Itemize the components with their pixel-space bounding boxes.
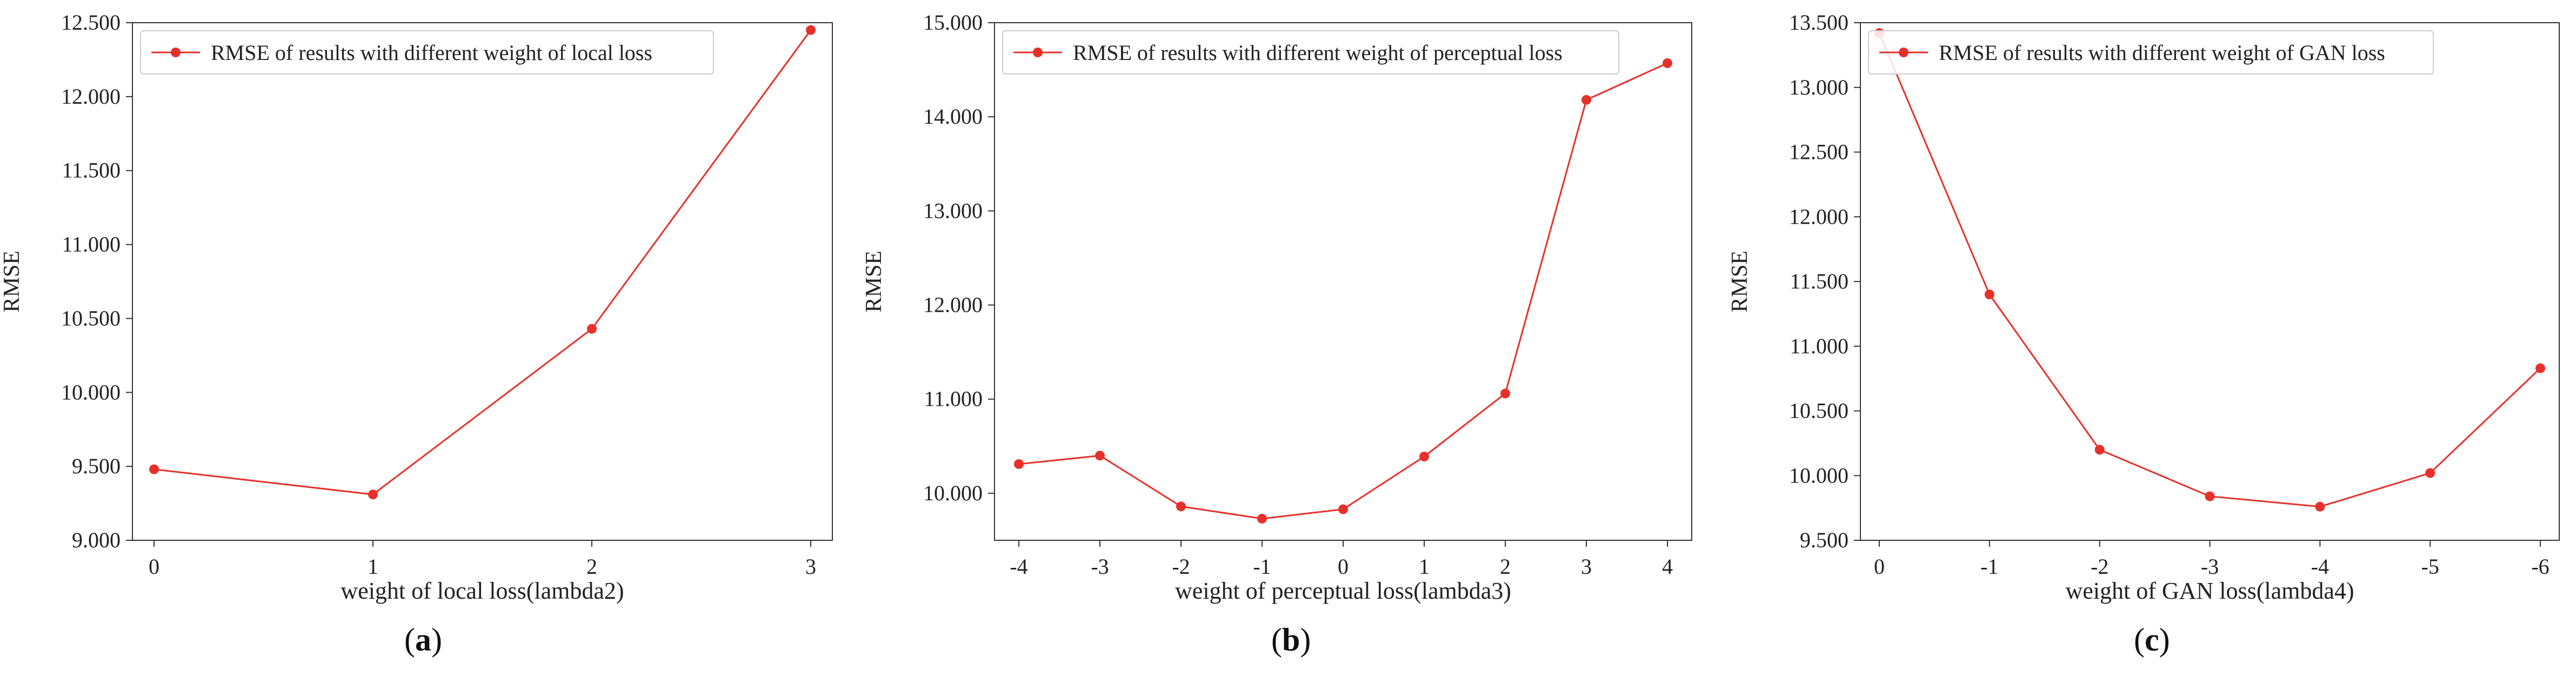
- chart-c: 9.500 10.000 10.500 11.000 11.500 12.000 12.50…: [1727, 10, 2560, 604]
- x-tick-label: 0: [1874, 554, 1885, 579]
- y-tick-label: 10.000: [923, 481, 983, 505]
- y-axis-label: RMSE: [0, 251, 24, 312]
- data-point: [1500, 388, 1510, 399]
- y-tick-label: 9.000: [72, 528, 121, 552]
- data-point: [806, 25, 816, 35]
- y-tick-label: 11.000: [924, 387, 983, 411]
- data-point: [1257, 513, 1267, 524]
- legend-box: [1868, 30, 2434, 75]
- y-tick-label: 12.000: [61, 84, 121, 109]
- x-axis-label: weight of GAN loss(lambda4): [2065, 578, 2354, 604]
- data-point: [1176, 501, 1186, 512]
- y-tick-label: 11.500: [62, 158, 121, 183]
- chart-b: 10.000 11.000 12.000 13.000 14.000 15.000 -4 -3…: [862, 10, 1692, 604]
- legend-label: RMSE of results with different weight of…: [1939, 41, 2385, 65]
- x-tick-label: 1: [1419, 554, 1430, 579]
- y-tick-label: 15.000: [923, 10, 983, 35]
- x-tick-label: -3: [1091, 554, 1109, 579]
- x-tick-label: 3: [805, 554, 816, 579]
- y-tick-label: 12.000: [923, 293, 983, 317]
- y-tick-label: 9.500: [72, 454, 121, 478]
- y-tick-label: 11.000: [62, 232, 121, 257]
- legend-box: [140, 30, 714, 75]
- x-axis-label: weight of perceptual loss(lambda3): [1175, 578, 1511, 604]
- data-point: [2315, 501, 2325, 512]
- x-tick-label: 3: [1581, 554, 1592, 579]
- x-tick-label: -4: [2311, 554, 2329, 579]
- y-tick-label: 12.500: [1789, 140, 1848, 164]
- legend-marker: [171, 48, 181, 57]
- x-tick-label: -5: [2421, 554, 2439, 579]
- x-tick-label: -4: [1010, 554, 1027, 579]
- legend-marker: [1899, 48, 1908, 57]
- y-tick-label: 10.500: [1789, 399, 1848, 423]
- x-tick-label: -6: [2531, 554, 2549, 579]
- y-tick-label: 13.000: [1789, 75, 1848, 99]
- data-point: [1984, 289, 1994, 299]
- x-tick-label: -1: [1253, 554, 1271, 579]
- panel-label-c: (c): [2134, 622, 2170, 658]
- y-tick-label: 14.000: [923, 104, 983, 129]
- y-tick-label: 10.000: [1789, 463, 1848, 487]
- y-tick-label: 12.000: [1789, 204, 1848, 229]
- data-point: [2425, 468, 2435, 478]
- data-point: [1581, 95, 1591, 105]
- legend-marker: [1033, 48, 1043, 57]
- y-tick-label: 11.000: [1790, 334, 1848, 358]
- x-tick-label: 4: [1662, 554, 1673, 579]
- data-point: [2094, 445, 2105, 455]
- y-tick-label: 10.500: [61, 306, 121, 330]
- plot-frame: [1860, 22, 2560, 541]
- y-tick-label: 9.500: [1800, 528, 1848, 552]
- y-tick-label: 13.500: [1789, 10, 1848, 35]
- x-tick-label: -3: [2201, 554, 2219, 579]
- data-point: [1338, 504, 1348, 514]
- series-line: [1018, 62, 1668, 520]
- x-axis-label: weight of local loss(lambda2): [341, 578, 624, 604]
- y-tick-label: 13.000: [923, 198, 983, 223]
- y-tick-label: 10.000: [61, 380, 121, 404]
- x-tick-label: 1: [368, 554, 378, 579]
- plot-frame: [132, 22, 833, 541]
- x-tick-label: -2: [1172, 554, 1190, 579]
- x-tick-label: 0: [1338, 554, 1349, 579]
- x-tick-label: 0: [149, 554, 159, 579]
- y-axis-label: RMSE: [1727, 251, 1752, 312]
- x-tick-label: 2: [1500, 554, 1511, 579]
- data-point: [1014, 459, 1024, 469]
- panel-label-b: (b): [1271, 622, 1311, 658]
- y-tick-label: 12.500: [61, 10, 121, 35]
- legend-label: RMSE of results with different weight of…: [211, 41, 652, 65]
- x-tick-label: -2: [2091, 554, 2108, 579]
- data-point: [368, 490, 378, 500]
- y-tick-label: 11.500: [1790, 269, 1848, 293]
- data-point: [1095, 451, 1105, 461]
- panel-label-a: (a): [404, 622, 442, 658]
- legend-label: RMSE of results with different weight of…: [1073, 41, 1563, 65]
- data-point: [587, 324, 597, 334]
- y-axis-label: RMSE: [862, 251, 886, 312]
- series-line: [1878, 32, 2541, 508]
- x-tick-label: 2: [586, 554, 597, 579]
- legend-box: [1002, 30, 1619, 75]
- data-point: [2205, 491, 2215, 501]
- x-tick-label: -1: [1980, 554, 1998, 579]
- data-point: [1663, 58, 1672, 68]
- data-point: [2535, 363, 2545, 373]
- data-point: [149, 464, 159, 474]
- chart-a: 9.000 9.500 10.000 10.500 11.000 11.500 12.000…: [0, 10, 833, 604]
- data-point: [1419, 451, 1429, 461]
- series-line: [154, 29, 812, 495]
